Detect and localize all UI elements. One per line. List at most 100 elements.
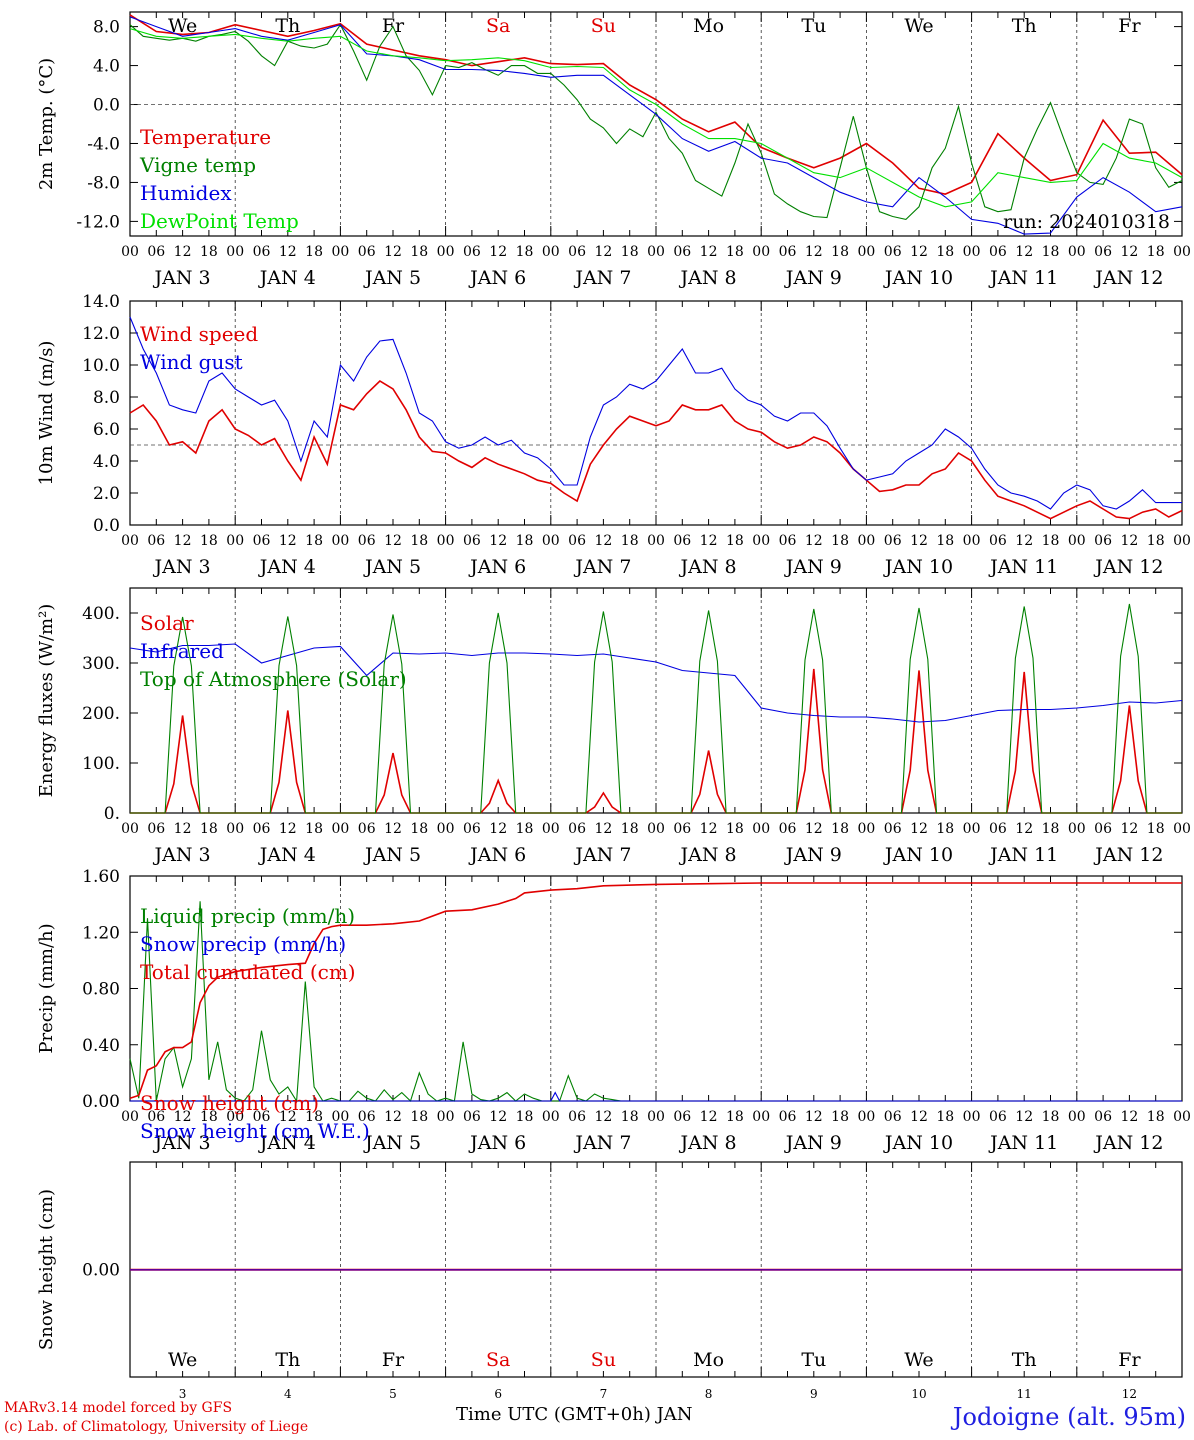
hour-label: 18	[516, 1109, 534, 1125]
hour-label: 18	[726, 821, 744, 837]
hour-label: 12	[489, 1109, 507, 1125]
weekday-label: Th	[275, 1349, 300, 1371]
hour-label: 06	[358, 244, 376, 260]
hour-label: 18	[1042, 533, 1060, 549]
hour-label: 06	[568, 1109, 586, 1125]
hour-label: 18	[936, 821, 954, 837]
hour-label: 06	[884, 244, 902, 260]
hour-label: 12	[174, 1109, 192, 1125]
hour-label: 18	[831, 821, 849, 837]
y-tick-label: 0.00	[82, 1261, 120, 1281]
hour-label: 12	[594, 821, 612, 837]
day-number-label: 7	[600, 1387, 608, 1401]
hour-label: 12	[700, 533, 718, 549]
legend-humidex: Humidex	[140, 181, 232, 205]
hour-label: 12	[384, 244, 402, 260]
y-tick-label: 100.	[82, 754, 120, 774]
date-label: JAN 10	[883, 556, 953, 578]
date-label: JAN 9	[784, 1132, 842, 1154]
hour-label: 06	[568, 533, 586, 549]
y-tick-label: 400.	[82, 604, 120, 624]
y-tick-label: -4.0	[87, 134, 120, 154]
y-tick-label: 0.40	[82, 1036, 120, 1056]
weekday-label: We	[168, 15, 197, 37]
hour-label: 18	[516, 533, 534, 549]
hour-label: 18	[410, 533, 428, 549]
date-label: JAN 8	[679, 1132, 737, 1154]
hour-label: 00	[121, 821, 139, 837]
hour-label: 12	[910, 533, 928, 549]
series-line-top-of-atmosphere-solar	[130, 603, 1182, 814]
y-axis-label: 10m Wind (m/s)	[36, 341, 57, 486]
hour-label: 12	[489, 244, 507, 260]
date-label: JAN 11	[988, 267, 1058, 289]
hour-label: 00	[647, 244, 665, 260]
hour-label: 18	[1042, 1109, 1060, 1125]
legend-temperature: Temperature	[140, 125, 271, 149]
time-axis-label: Time UTC (GMT+0h) JAN	[456, 1404, 693, 1425]
hour-label: 06	[779, 533, 797, 549]
hour-label: 12	[279, 244, 297, 260]
y-tick-label: 2.0	[93, 484, 120, 504]
weekday-label: We	[168, 1349, 197, 1371]
hour-label: 00	[1068, 244, 1086, 260]
y-tick-label: 8.0	[93, 388, 120, 408]
hour-label: 00	[331, 821, 349, 837]
series-line-temperature	[129, 14, 1183, 195]
date-label: JAN 8	[679, 844, 737, 866]
series-line-infrared	[129, 643, 1183, 723]
hour-label: 00	[857, 533, 875, 549]
hour-label: 00	[226, 821, 244, 837]
weekday-label: Fr	[1118, 1349, 1141, 1371]
hour-label: 12	[805, 533, 823, 549]
hour-label: 00	[226, 244, 244, 260]
hour-label: 06	[779, 1109, 797, 1125]
hour-label: 06	[884, 821, 902, 837]
weekday-label: Fr	[1118, 15, 1141, 37]
hour-label: 12	[910, 821, 928, 837]
hour-label: 00	[542, 1109, 560, 1125]
date-label: JAN 9	[784, 267, 842, 289]
hour-label: 06	[358, 821, 376, 837]
hour-label: 12	[1015, 533, 1033, 549]
hour-label: 00	[437, 533, 455, 549]
hour-label: 00	[226, 1109, 244, 1125]
weekday-label: Fr	[382, 15, 405, 37]
y-tick-label: 14.0	[82, 292, 120, 312]
hour-label: 00	[857, 821, 875, 837]
panel-frame	[129, 587, 1183, 814]
run-annotation: run: 2024010318	[1003, 211, 1170, 233]
legend-snow-height-cm: Snow height (cm)	[140, 1091, 319, 1115]
weekday-label: Th	[1012, 1349, 1037, 1371]
day-number-label: 8	[705, 1387, 713, 1401]
y-tick-label: 0.80	[82, 980, 120, 1000]
y-tick-label: 8.0	[93, 18, 120, 38]
hour-label: 18	[831, 533, 849, 549]
hour-label: 06	[673, 533, 691, 549]
y-tick-label: 0.0	[93, 96, 120, 116]
hour-label: 12	[700, 244, 718, 260]
hour-label: 18	[621, 821, 639, 837]
hour-label: 18	[831, 1109, 849, 1125]
hour-label: 00	[752, 821, 770, 837]
weekday-label: Th	[275, 15, 300, 37]
hour-label: 12	[805, 244, 823, 260]
panel-1	[129, 11, 1183, 237]
panel-frame	[129, 300, 1183, 526]
hour-label: 00	[1173, 821, 1191, 837]
hour-label: 18	[1147, 244, 1165, 260]
y-tick-label: 6.0	[93, 420, 120, 440]
legend-wind-gust: Wind gust	[140, 350, 243, 374]
hour-label: 00	[437, 821, 455, 837]
date-label: JAN 3	[153, 267, 211, 289]
hour-label: 12	[279, 533, 297, 549]
y-tick-label: 4.0	[93, 57, 120, 77]
hour-label: 18	[621, 533, 639, 549]
lab-credit: (c) Lab. of Climatology, University of L…	[4, 1419, 309, 1435]
hour-label: 12	[489, 533, 507, 549]
hour-label: 00	[1068, 533, 1086, 549]
hour-label: 12	[384, 1109, 402, 1125]
hour-label: 00	[752, 1109, 770, 1125]
legend-total-cumulated-cm: Total cumulated (cm)	[140, 960, 356, 984]
